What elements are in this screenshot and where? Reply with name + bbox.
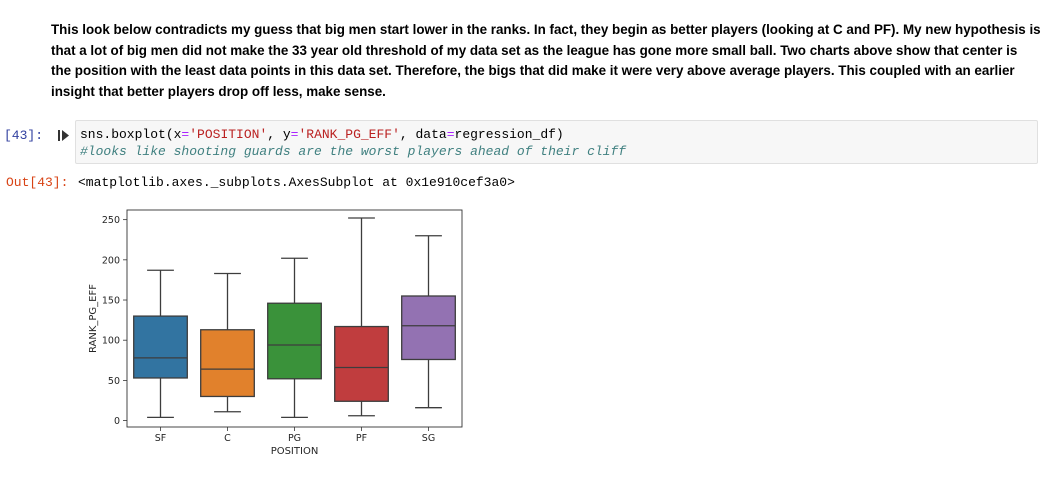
markdown-text: This look below contradicts my guess tha… <box>51 22 1041 99</box>
code-token: , data <box>399 127 447 142</box>
y-tick-label: 250 <box>102 215 120 226</box>
code-token: sns.boxplot(x <box>80 127 182 142</box>
x-tick-label: PF <box>356 433 367 444</box>
box-pf <box>334 325 389 402</box>
y-tick-label: 200 <box>102 255 120 266</box>
y-axis-label: RANK_PG_EFF <box>88 284 99 353</box>
output-text: <matplotlib.axes._subplots.AxesSubplot a… <box>78 175 515 190</box>
code-comment: #looks like shooting guards are the wors… <box>80 144 627 159</box>
box-sg <box>401 295 456 361</box>
code-token: regression_df) <box>454 127 564 142</box>
y-tick-label: 0 <box>114 416 120 427</box>
code-line-1: sns.boxplot(x='POSITION', y='RANK_PG_EFF… <box>80 127 564 143</box>
markdown-cell: This look below contradicts my guess tha… <box>51 20 1041 102</box>
x-tick-label: PG <box>288 433 301 444</box>
y-tick-label: 100 <box>102 336 120 347</box>
code-operator: = <box>181 127 190 142</box>
boxplot-chart: 0 50 100 150 200 250 SF C PG PF SG POSITION RANK_PG_… <box>88 209 463 457</box>
code-string: 'RANK_PG_EFF' <box>298 127 400 142</box>
x-tick-label: SF <box>155 433 167 444</box>
box-c <box>200 329 255 398</box>
axes-frame <box>126 209 463 428</box>
input-prompt: [43]: <box>4 128 44 143</box>
code-string: 'POSITION' <box>189 127 268 142</box>
run-cell-icon[interactable] <box>57 129 70 142</box>
x-axis-label: POSITION <box>271 446 319 457</box>
code-token: , y <box>267 127 291 142</box>
x-tick-label: SG <box>422 433 435 444</box>
x-tick-label: C <box>224 433 231 444</box>
y-tick-label: 150 <box>102 296 120 307</box>
code-operator: = <box>446 127 455 142</box>
output-prompt: Out[43]: <box>6 175 69 190</box>
code-input-area[interactable]: sns.boxplot(x='POSITION', y='RANK_PG_EFF… <box>75 120 1038 164</box>
box-pg <box>267 302 322 380</box>
box-sf <box>133 315 188 379</box>
code-operator: = <box>290 127 299 142</box>
y-tick-label: 50 <box>108 376 120 387</box>
